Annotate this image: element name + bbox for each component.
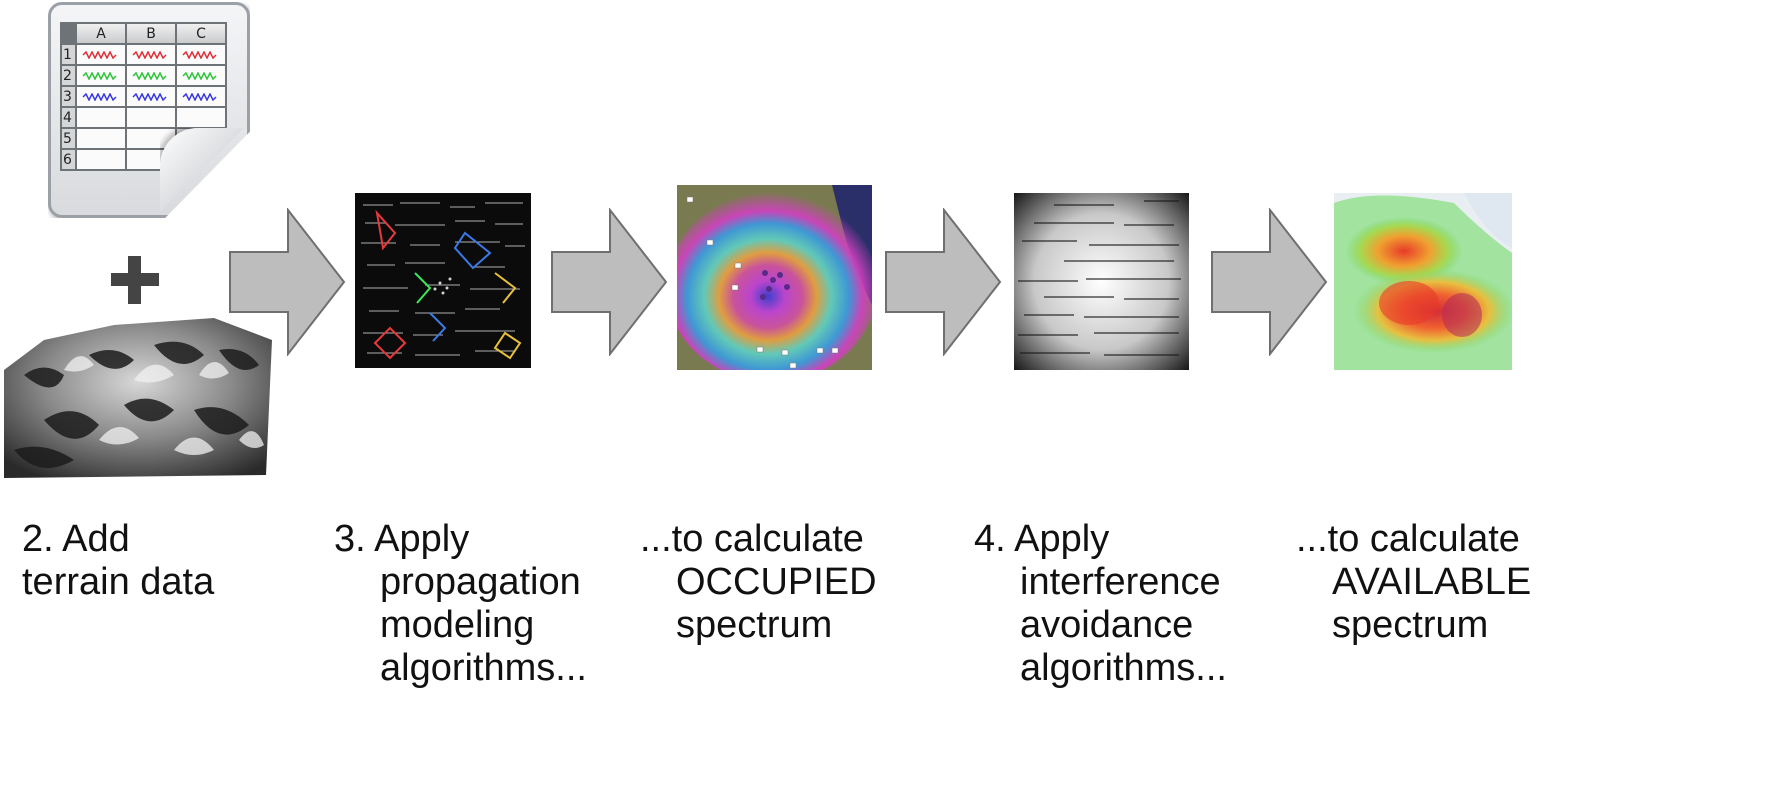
caption-line: algorithms... bbox=[380, 647, 587, 689]
cell bbox=[175, 43, 227, 66]
row-header: 1 bbox=[60, 43, 77, 66]
available-caption: ...to calculate AVAILABLE spectrum bbox=[1296, 518, 1531, 647]
column-header: B bbox=[125, 22, 177, 45]
column-header: A bbox=[75, 22, 127, 45]
row-header: 3 bbox=[60, 85, 77, 108]
flow-arrow bbox=[1211, 208, 1328, 356]
cell bbox=[175, 85, 227, 108]
caption-line: 4. Apply bbox=[974, 518, 1110, 560]
cell bbox=[75, 148, 127, 171]
cell bbox=[75, 106, 127, 129]
caption-line: 2. Add bbox=[22, 518, 130, 560]
equations-image bbox=[1014, 193, 1189, 370]
cell bbox=[75, 43, 127, 66]
cell bbox=[125, 43, 177, 66]
flow-arrow bbox=[885, 208, 1002, 356]
caption-line: ...to calculate bbox=[1296, 518, 1520, 560]
cell bbox=[175, 64, 227, 87]
row-header: 6 bbox=[60, 148, 77, 171]
cell bbox=[75, 85, 127, 108]
available-spectrum-heatmap bbox=[1334, 193, 1512, 370]
cell bbox=[125, 85, 177, 108]
row-header: 5 bbox=[60, 127, 77, 150]
flow-arrow bbox=[229, 208, 346, 356]
page-curl bbox=[160, 128, 244, 212]
occupied-caption: ...to calculate OCCUPIED spectrum bbox=[640, 518, 877, 647]
caption-line: terrain data bbox=[22, 561, 215, 603]
cell bbox=[75, 127, 127, 150]
cell bbox=[175, 106, 227, 129]
caption-line: OCCUPIED bbox=[676, 561, 877, 603]
row-header: 2 bbox=[60, 64, 77, 87]
caption-line: 3. Apply bbox=[334, 518, 470, 560]
caption-line: spectrum bbox=[676, 604, 833, 646]
caption-line: modeling bbox=[380, 604, 535, 646]
caption-line: algorithms... bbox=[1020, 647, 1227, 689]
step-3-caption: 3. Apply propagation modeling algorithms… bbox=[334, 518, 587, 690]
chalkboard-math-image bbox=[355, 193, 531, 368]
flow-arrow bbox=[551, 208, 668, 356]
grid-corner bbox=[60, 22, 77, 45]
occupied-spectrum-map bbox=[677, 185, 872, 370]
terrain-image bbox=[4, 318, 272, 478]
caption-line: spectrum bbox=[1332, 604, 1489, 646]
spreadsheet-grid: A B C 1 2 3 4 5 6 bbox=[60, 22, 227, 171]
cell bbox=[125, 127, 177, 150]
step-2-caption: 2. Add terrain data bbox=[22, 518, 214, 604]
caption-line: avoidance bbox=[1020, 604, 1194, 646]
plus-icon-bar bbox=[111, 273, 159, 286]
cell bbox=[125, 106, 177, 129]
step-4-caption: 4. Apply interference avoidance algorith… bbox=[974, 518, 1227, 690]
caption-line: ...to calculate bbox=[640, 518, 864, 560]
column-header: C bbox=[175, 22, 227, 45]
caption-line: interference bbox=[1020, 561, 1221, 603]
cell bbox=[75, 64, 127, 87]
caption-line: propagation bbox=[380, 561, 581, 603]
caption-line: AVAILABLE bbox=[1332, 561, 1532, 603]
cell bbox=[125, 64, 177, 87]
row-header: 4 bbox=[60, 106, 77, 129]
